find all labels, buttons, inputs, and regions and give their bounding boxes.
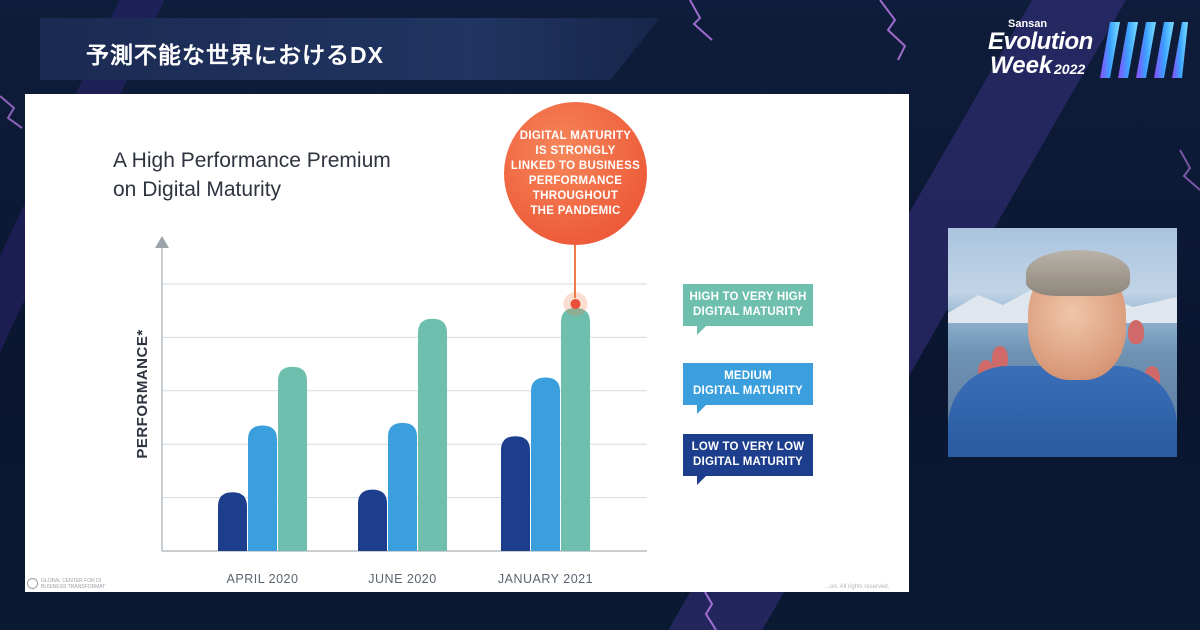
logo-line1: Evolution <box>988 28 1093 55</box>
slide-title-line2: on Digital Maturity <box>113 178 282 201</box>
bar <box>278 366 307 551</box>
legend-label: HIGH TO VERY HIGH <box>689 291 807 303</box>
x-tick-label: JUNE 2020 <box>368 572 436 586</box>
logo-line2: Week <box>990 52 1053 79</box>
bar <box>531 377 560 551</box>
y-axis-label: PERFORMANCE* <box>134 329 151 458</box>
speaker-shirt <box>948 366 1177 457</box>
callout-line: THE PANDEMIC <box>530 205 621 217</box>
slide-copyright: ...on. All rights reserved. <box>825 584 890 590</box>
bar <box>418 318 447 551</box>
bar <box>248 425 277 551</box>
callout-bubble: DIGITAL MATURITY IS STRONGLY LINKED TO B… <box>504 102 647 245</box>
bar <box>501 436 530 551</box>
globe-icon <box>27 578 38 589</box>
callout-connector <box>574 234 576 298</box>
legend-label: DIGITAL MATURITY <box>693 385 803 397</box>
slide-footer-org: GLOBAL CENTER FOR DI BUSINESS TRANSFORMA… <box>27 578 137 590</box>
bar <box>218 492 247 551</box>
speaker-video <box>948 228 1177 457</box>
legend-label: LOW TO VERY LOW <box>691 441 805 453</box>
tulip-decoration <box>992 346 1008 370</box>
legend-label: DIGITAL MATURITY <box>693 306 803 318</box>
tulip-decoration <box>1128 320 1144 344</box>
bar <box>388 422 417 551</box>
legend-label: DIGITAL MATURITY <box>693 456 803 468</box>
bar <box>561 308 590 551</box>
legend-label: MEDIUM <box>724 370 772 382</box>
footer-org-line: GLOBAL CENTER FOR DI <box>41 578 102 584</box>
callout-line: THROUGHOUT <box>532 190 619 202</box>
legend-high-maturity: HIGH TO VERY HIGH DIGITAL MATURITY <box>683 284 813 335</box>
highlight-dot <box>570 299 581 310</box>
slide-title: A High Performance Premium on Digital Ma… <box>113 146 493 204</box>
header-bar <box>40 18 660 80</box>
footer-org-line: BUSINESS TRANSFORMAT <box>41 584 106 590</box>
speaker-hair <box>1026 250 1130 296</box>
logo-stripes-icon <box>1100 22 1188 78</box>
callout-line: IS STRONGLY <box>535 145 616 157</box>
legend-medium-maturity: MEDIUM DIGITAL MATURITY <box>683 363 813 414</box>
y-axis-arrow-icon <box>155 236 169 248</box>
legend-low-maturity: LOW TO VERY LOW DIGITAL MATURITY <box>683 434 813 485</box>
event-logo: Sansan Evolution Week 2022 <box>988 16 1188 80</box>
x-tick-label: APRIL 2020 <box>227 572 299 586</box>
callout-line: LINKED TO BUSINESS <box>510 160 641 172</box>
bar <box>358 489 387 551</box>
slide-title-line1: A High Performance Premium <box>113 149 391 172</box>
callout-line: PERFORMANCE <box>528 175 623 187</box>
callout-line: DIGITAL MATURITY <box>519 130 632 142</box>
presentation-slide: A High Performance Premium on Digital Ma… <box>25 94 909 592</box>
page-title: 予測不能な世界におけるDX <box>86 42 384 68</box>
logo-brand: Sansan <box>1008 18 1048 30</box>
bar-chart: PERFORMANCE* APRIL 2020 JUNE 2020 JANUARY 2… <box>134 236 647 586</box>
x-tick-label: JANUARY 2021 <box>498 572 593 586</box>
logo-year: 2022 <box>1054 61 1086 77</box>
